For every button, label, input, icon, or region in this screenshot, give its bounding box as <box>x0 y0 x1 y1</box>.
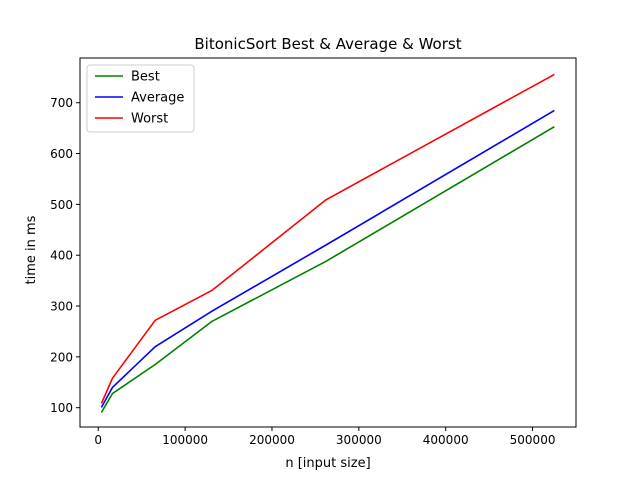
y-tick-label: 200 <box>50 350 73 364</box>
x-tick-label: 100000 <box>162 433 208 447</box>
series-line-average <box>100 109 555 408</box>
legend-label-average: Average <box>131 91 184 106</box>
chart-title: BitonicSort Best & Average & Worst <box>194 35 461 53</box>
legend: Best Average Worst <box>86 64 195 133</box>
series-line-best <box>100 126 555 413</box>
plot-frame <box>79 57 577 428</box>
x-tick-label: 400000 <box>423 433 469 447</box>
y-tick-label: 500 <box>50 198 73 212</box>
legend-label-worst: Worst <box>131 112 168 127</box>
y-tick-label: 400 <box>50 249 73 263</box>
x-tick-label: 300000 <box>336 433 382 447</box>
x-tick-label: 500000 <box>510 433 556 447</box>
legend-box <box>86 64 195 133</box>
legend-label-best: Best <box>131 70 160 85</box>
y-axis: 100 200 300 400 500 600 700 <box>50 96 80 415</box>
y-tick-label: 300 <box>50 300 73 314</box>
series-line-worst <box>100 73 555 404</box>
series-lines <box>100 73 555 413</box>
y-axis-label: time in ms <box>24 215 39 284</box>
y-tick-label: 700 <box>50 96 73 110</box>
x-tick-label: 0 <box>94 433 102 447</box>
x-tick-label: 200000 <box>249 433 295 447</box>
y-tick-label: 600 <box>50 147 73 161</box>
y-tick-label: 100 <box>50 401 73 415</box>
x-axis: 0 100000 200000 300000 400000 500000 <box>94 427 555 447</box>
x-axis-label: n [input size] <box>285 456 370 471</box>
